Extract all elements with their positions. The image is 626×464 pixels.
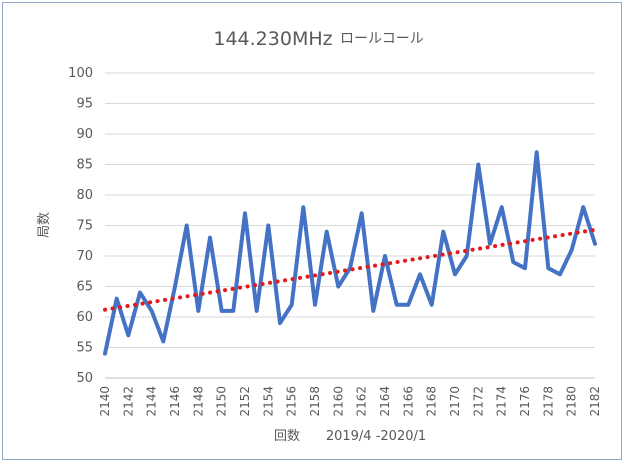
x-axis-date-range: 2019/4 -2020/1 (326, 429, 426, 444)
x-tick-label: 2148 (191, 386, 205, 417)
data-point (547, 267, 550, 270)
x-tick-label: 2176 (518, 386, 532, 417)
data-point (208, 236, 212, 239)
data-point (127, 334, 130, 337)
x-tick-label: 2172 (471, 386, 485, 417)
data-point (360, 212, 363, 215)
x-tick-label: 2140 (98, 386, 112, 417)
chart-subtitle: ロールコール (340, 31, 424, 47)
data-point (558, 273, 562, 276)
y-tick-label: 70 (76, 249, 93, 264)
data-point (500, 206, 503, 209)
y-axis-ticks: 50 55 60 65 70 75 80 85 90 95 100 (68, 66, 93, 386)
data-point (337, 285, 340, 288)
x-tick-label: 2158 (308, 386, 322, 417)
data-point (535, 151, 538, 154)
plot-series (103, 150, 597, 356)
x-tick-label: 2180 (565, 386, 579, 417)
x-tick-label: 2144 (145, 386, 159, 417)
data-point (570, 248, 573, 252)
x-tick-label: 2160 (331, 386, 345, 417)
series-line (103, 150, 597, 356)
chart-title: 144.230MHz (213, 28, 332, 50)
y-axis-label: 局数 (37, 212, 52, 238)
data-point (243, 212, 247, 215)
x-tick-label: 2170 (448, 386, 462, 417)
x-tick-label: 2174 (495, 386, 509, 417)
x-tick-label: 2142 (121, 386, 135, 417)
data-point (267, 224, 270, 227)
x-tick-label: 2146 (168, 386, 182, 417)
data-point (383, 254, 387, 258)
x-tick-label: 2150 (215, 386, 229, 417)
x-tick-label: 2168 (425, 386, 439, 417)
data-point (232, 309, 235, 313)
data-point (372, 309, 375, 313)
y-tick-label: 100 (68, 66, 93, 81)
data-point (512, 260, 515, 264)
x-tick-label: 2178 (541, 386, 555, 417)
data-point (173, 285, 177, 288)
y-tick-label: 90 (76, 127, 93, 142)
data-point (255, 309, 258, 313)
data-point (115, 297, 118, 300)
data-point (430, 303, 433, 306)
data-point (313, 303, 317, 306)
data-point (442, 230, 445, 233)
y-tick-label: 80 (76, 188, 93, 203)
data-point (488, 242, 492, 245)
data-point (418, 273, 422, 276)
y-tick-label: 75 (76, 219, 93, 234)
x-tick-label: 2164 (378, 386, 392, 417)
x-tick-label: 2152 (238, 386, 252, 417)
data-point (150, 309, 153, 313)
x-tick-label: 2166 (401, 386, 415, 417)
data-point (302, 206, 305, 209)
y-tick-label: 65 (76, 280, 93, 295)
data-point (523, 267, 527, 270)
data-point (290, 303, 293, 306)
chart-frame (2, 2, 622, 460)
data-point (407, 303, 410, 306)
trendline (103, 227, 597, 312)
data-point (477, 163, 480, 166)
data-point (593, 242, 597, 245)
y-tick-label: 50 (76, 371, 93, 386)
data-point (103, 352, 107, 355)
x-axis-label: 回数 (274, 429, 300, 444)
y-tick-label: 60 (76, 310, 93, 325)
y-tick-label: 95 (76, 97, 93, 112)
x-tick-label: 2156 (285, 386, 299, 417)
data-point (162, 340, 165, 343)
gridlines (105, 72, 595, 379)
data-point (278, 321, 282, 325)
data-point (325, 230, 328, 233)
x-axis-ticks: 2140 2142 2144 2146 2148 2150 2152 2154 2156 2158… (98, 386, 602, 417)
data-point (138, 291, 142, 294)
data-point (197, 309, 200, 313)
y-tick-label: 85 (76, 158, 93, 173)
x-tick-label: 2162 (355, 386, 369, 417)
x-tick-label: 2154 (261, 386, 275, 417)
data-point (582, 206, 585, 209)
x-tick-label: 2182 (588, 386, 602, 417)
data-point (465, 254, 468, 258)
y-tick-label: 55 (76, 341, 93, 356)
data-point (185, 224, 188, 227)
data-point (453, 273, 457, 276)
data-point (220, 309, 223, 313)
data-point (395, 303, 398, 306)
